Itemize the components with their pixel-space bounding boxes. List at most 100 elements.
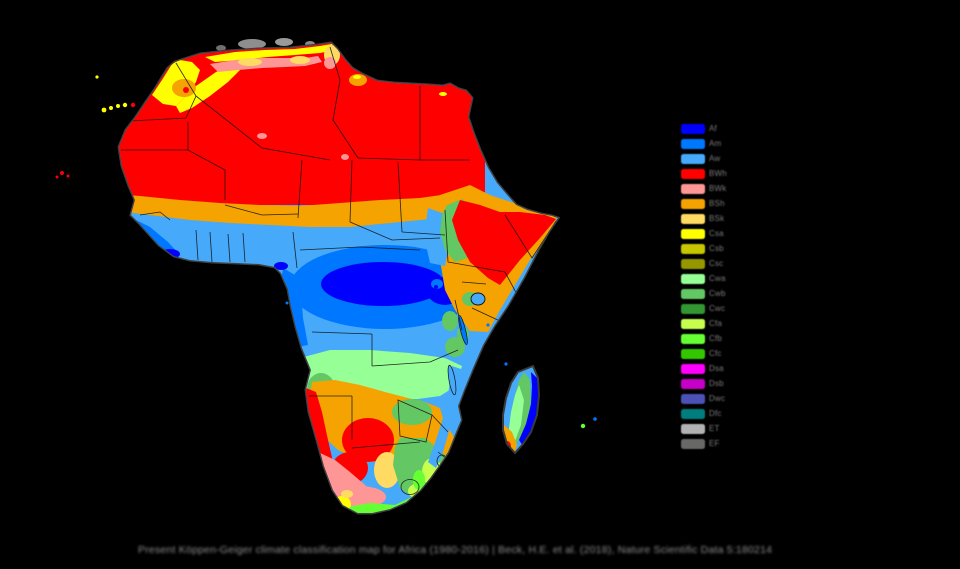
legend-swatch-Csc	[681, 259, 705, 269]
region-af-congo-core	[321, 262, 445, 306]
legend-row-Cfc: Cfc	[681, 348, 751, 363]
legend-row-Dfc: Dfc	[681, 408, 751, 423]
region-bwk-tunisia	[324, 57, 336, 69]
region-bwk-ahaggar	[257, 133, 267, 139]
legend-row-Af: Af	[681, 123, 751, 138]
legend-row-Am: Am	[681, 138, 751, 153]
legend-swatch-BSh	[681, 199, 705, 209]
legend-swatch-Dsa	[681, 364, 705, 374]
region-bwh-namib-coast	[304, 388, 333, 478]
legend-label-BWh: BWh	[709, 169, 727, 178]
map-caption: Present Köppen-Geiger climate classifica…	[138, 544, 773, 556]
legend-label-Cfc: Cfc	[709, 349, 722, 358]
legend-row-Cwc: Cwc	[681, 303, 751, 318]
legend-label-ET: ET	[709, 424, 720, 433]
legend-swatch-Cfa	[681, 319, 705, 329]
region-bsk-little-karoo	[341, 490, 353, 498]
legend-label-Dfc: Dfc	[709, 409, 722, 418]
legend-row-ET: ET	[681, 423, 751, 438]
island-canary-1	[101, 107, 107, 113]
continent-climate-zones	[119, 43, 558, 513]
legend-label-Csb: Csb	[709, 244, 724, 253]
region-bwk-tibesti	[341, 154, 349, 160]
lake-tanganyika	[458, 315, 468, 345]
island-canary-3	[116, 104, 120, 108]
legend-swatch-Cfb	[681, 334, 705, 344]
region-af-madagascar-east	[519, 372, 539, 446]
region-bwh-somalia	[452, 200, 556, 285]
legend-label-EF: EF	[709, 439, 720, 448]
legend-label-Csc: Csc	[709, 259, 724, 268]
region-af-sw-ethiopia	[434, 285, 438, 289]
legend-row-Dsb: Dsb	[681, 378, 751, 393]
region-csa-atlas	[176, 65, 240, 113]
legend-swatch-ET	[681, 424, 705, 434]
legend-swatch-BWh	[681, 169, 705, 179]
legend-swatch-Cwc	[681, 304, 705, 314]
island-reunion	[580, 423, 586, 429]
legend-row-BWh: BWh	[681, 168, 751, 183]
legend-row-EF: EF	[681, 438, 751, 453]
island-cape-verde-3	[55, 175, 59, 179]
legend-swatch-Aw	[681, 154, 705, 164]
legend-row-Aw: Aw	[681, 153, 751, 168]
legend-swatch-Dsb	[681, 379, 705, 389]
legend-label-Aw: Aw	[709, 154, 721, 163]
region-am-sw-ethiopia	[431, 279, 443, 289]
legend-swatch-EF	[681, 439, 705, 449]
island-canary-east	[130, 102, 136, 108]
legend-row-BSk: BSk	[681, 213, 751, 228]
region-cwb-s-tanzania	[445, 337, 465, 357]
legend-label-Cfb: Cfb	[709, 334, 723, 343]
region-bwh-sahara	[119, 43, 485, 205]
legend-swatch-Af	[681, 124, 705, 134]
madagascar-halo	[502, 364, 541, 455]
legend-swatch-Csb	[681, 244, 705, 254]
region-bsk-plateau-east	[290, 56, 310, 64]
legend-swatch-BWk	[681, 184, 705, 194]
country-borders	[121, 46, 557, 495]
legend-row-BWk: BWk	[681, 183, 751, 198]
legend-label-Cwb: Cwb	[709, 289, 726, 298]
island-cape-verde-1	[60, 171, 64, 175]
region-csa-algeria-coast	[205, 44, 336, 62]
region-csa-nile-delta	[439, 92, 447, 96]
legend-row-Dsa: Dsa	[681, 363, 751, 378]
legend-swatch-BSk	[681, 214, 705, 224]
region-bwh-kalahari-core	[342, 418, 394, 462]
legend-row-Cwa: Cwa	[681, 273, 751, 288]
legend-label-BSk: BSk	[709, 214, 725, 223]
legend-row-BSh: BSh	[681, 198, 751, 213]
region-bsh-sahel	[119, 188, 485, 227]
legend-label-Cfa: Cfa	[709, 319, 723, 328]
legend-row-Csc: Csc	[681, 258, 751, 273]
island-madeira	[95, 75, 99, 79]
island-sao-tome	[285, 301, 289, 305]
legend-swatch-Cwa	[681, 274, 705, 284]
island-mauritius	[593, 417, 597, 421]
climate-legend: Af Am Aw BWh BWk BSh BSk Csa Csb Csc Cwa Cwb Cwc Cfa C…	[681, 123, 751, 453]
legend-swatch-Dfc	[681, 409, 705, 419]
islands	[55, 75, 597, 429]
island-canary-2	[109, 106, 113, 110]
legend-row-Cfa: Cfa	[681, 318, 751, 333]
island-canary-4	[122, 102, 128, 108]
region-am-cameroon-gabon-coast	[281, 268, 308, 347]
region-csa-cyrenaica	[353, 75, 361, 79]
island-zanzibar	[486, 323, 490, 327]
region-cwb-tanzania-1	[442, 311, 458, 331]
region-af-niger-delta	[274, 262, 288, 270]
legend-label-Csa: Csa	[709, 229, 724, 238]
legend-swatch-Cfc	[681, 349, 705, 359]
legend-row-Cwb: Cwb	[681, 288, 751, 303]
region-bsk-plateau-west	[238, 58, 262, 66]
island-comoros	[504, 362, 508, 366]
legend-row-Csa: Csa	[681, 228, 751, 243]
legend-label-Am: Am	[709, 139, 722, 148]
legend-label-Dwc: Dwc	[709, 394, 726, 403]
legend-label-BSh: BSh	[709, 199, 725, 208]
legend-label-BWk: BWk	[709, 184, 727, 193]
legend-label-Cwa: Cwa	[709, 274, 726, 283]
